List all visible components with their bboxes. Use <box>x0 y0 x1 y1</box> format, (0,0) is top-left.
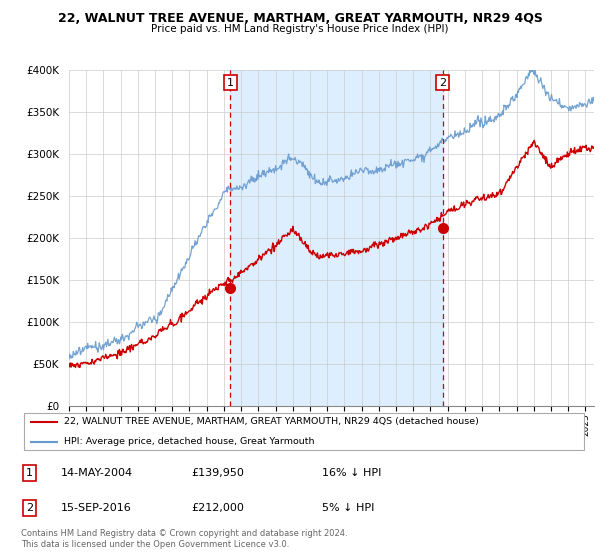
Text: 5% ↓ HPI: 5% ↓ HPI <box>322 503 374 513</box>
Text: HPI: Average price, detached house, Great Yarmouth: HPI: Average price, detached house, Grea… <box>64 437 314 446</box>
Text: Contains HM Land Registry data © Crown copyright and database right 2024.
This d: Contains HM Land Registry data © Crown c… <box>21 529 347 549</box>
Text: 2: 2 <box>26 503 33 513</box>
Text: 1: 1 <box>26 468 33 478</box>
Text: Price paid vs. HM Land Registry's House Price Index (HPI): Price paid vs. HM Land Registry's House … <box>151 24 449 34</box>
Text: 14-MAY-2004: 14-MAY-2004 <box>61 468 133 478</box>
Bar <box>230 70 443 406</box>
Text: 16% ↓ HPI: 16% ↓ HPI <box>322 468 381 478</box>
Text: 1: 1 <box>227 78 234 87</box>
FancyBboxPatch shape <box>24 413 584 450</box>
Text: £139,950: £139,950 <box>191 468 244 478</box>
Text: 22, WALNUT TREE AVENUE, MARTHAM, GREAT YARMOUTH, NR29 4QS: 22, WALNUT TREE AVENUE, MARTHAM, GREAT Y… <box>58 12 542 25</box>
Text: 15-SEP-2016: 15-SEP-2016 <box>61 503 131 513</box>
Text: £212,000: £212,000 <box>191 503 244 513</box>
Text: 2: 2 <box>439 78 446 87</box>
Text: 22, WALNUT TREE AVENUE, MARTHAM, GREAT YARMOUTH, NR29 4QS (detached house): 22, WALNUT TREE AVENUE, MARTHAM, GREAT Y… <box>64 417 478 426</box>
